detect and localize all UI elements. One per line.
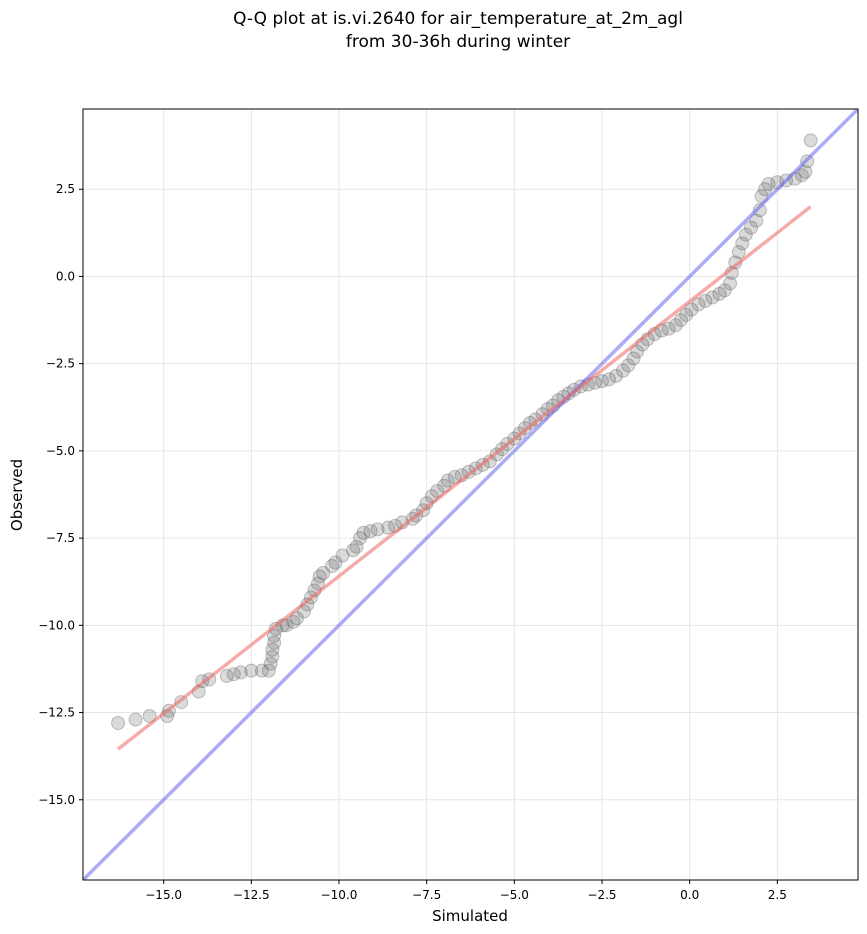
data-point <box>705 290 720 305</box>
grid <box>83 109 858 880</box>
y-tick-label: 2.5 <box>56 182 75 196</box>
data-point <box>316 565 331 580</box>
x-tick-label: 0.0 <box>680 888 699 902</box>
y-axis-label: Observed <box>8 459 26 531</box>
data-point <box>630 344 645 359</box>
data-point <box>691 297 706 312</box>
data-point <box>668 318 683 333</box>
data-point <box>261 663 276 678</box>
x-tick-label: 2.5 <box>768 888 787 902</box>
data-point <box>263 656 278 671</box>
data-point <box>370 522 385 537</box>
data-point <box>286 614 301 629</box>
data-point <box>346 543 361 558</box>
data-point <box>698 293 713 308</box>
y-tick-label: −12.5 <box>38 706 75 720</box>
data-point <box>626 351 641 366</box>
data-point <box>267 628 282 643</box>
y-tick-label: −15.0 <box>38 793 75 807</box>
y-tick-label: −7.5 <box>46 531 75 545</box>
data-point <box>265 642 280 657</box>
x-tick-label: −15.0 <box>145 888 182 902</box>
fit-line <box>116 205 812 751</box>
y-tick-label: 0.0 <box>56 269 75 283</box>
data-point <box>265 649 280 664</box>
data-point <box>744 220 759 235</box>
data-point <box>289 611 304 626</box>
y-tick-label: −10.0 <box>38 618 75 632</box>
data-point <box>761 177 776 192</box>
x-tick-label: −5.0 <box>500 888 529 902</box>
data-point <box>353 531 368 546</box>
data-point <box>440 473 455 488</box>
y-tick-label: −5.0 <box>46 444 75 458</box>
plot-frame <box>82 108 859 881</box>
x-axis-label: Simulated <box>432 907 508 925</box>
data-point <box>310 576 325 591</box>
data-point <box>794 168 809 183</box>
identity-line <box>83 109 858 880</box>
data-point <box>356 525 371 540</box>
data-point <box>616 363 631 378</box>
data-point <box>312 569 327 584</box>
chart-title-line-1: Q-Q plot at is.vi.2640 for air_temperatu… <box>233 9 683 29</box>
chart-title-line-2: from 30-36h during winter <box>345 32 571 52</box>
data-point <box>595 374 610 389</box>
data-point <box>324 559 339 574</box>
data-point <box>803 133 818 148</box>
data-point <box>111 716 126 731</box>
data-point <box>602 372 617 387</box>
data-point <box>226 667 241 682</box>
x-tick-label: −10.0 <box>321 888 358 902</box>
data-point <box>798 164 813 179</box>
data-point <box>752 203 767 218</box>
x-tick-label: −2.5 <box>587 888 616 902</box>
axis-ticks: −15.0 −12.5 −10.0 −7.5 −5.0 −2.5 0.0 2.5 2.5 0.0 −… <box>38 182 787 902</box>
data-point <box>679 307 694 322</box>
data-point <box>128 712 143 727</box>
data-point <box>609 368 624 383</box>
data-point <box>731 245 746 260</box>
data-point <box>684 302 699 317</box>
data-point <box>349 539 364 554</box>
x-tick-label: −7.5 <box>412 888 441 902</box>
data-point <box>758 182 773 197</box>
data-point <box>381 520 396 535</box>
chart-title: Q-Q plot at is.vi.2640 for air_temperatu… <box>0 8 867 54</box>
y-tick-label: −2.5 <box>46 357 75 371</box>
data-point <box>244 663 259 678</box>
data-point <box>712 286 727 301</box>
data-point <box>621 358 636 373</box>
data-point <box>735 236 750 251</box>
data-point <box>328 555 343 570</box>
data-point <box>717 283 732 298</box>
data-point <box>254 663 269 678</box>
data-point <box>738 227 753 242</box>
data-point <box>673 313 688 328</box>
data-point <box>267 635 282 650</box>
data-points <box>111 133 818 731</box>
data-point <box>749 213 764 228</box>
data-point <box>661 321 676 336</box>
data-point <box>363 524 378 539</box>
data-point <box>233 665 248 680</box>
x-tick-label: −12.5 <box>233 888 270 902</box>
data-point <box>723 276 738 291</box>
data-point <box>335 548 350 563</box>
data-point <box>219 668 234 683</box>
